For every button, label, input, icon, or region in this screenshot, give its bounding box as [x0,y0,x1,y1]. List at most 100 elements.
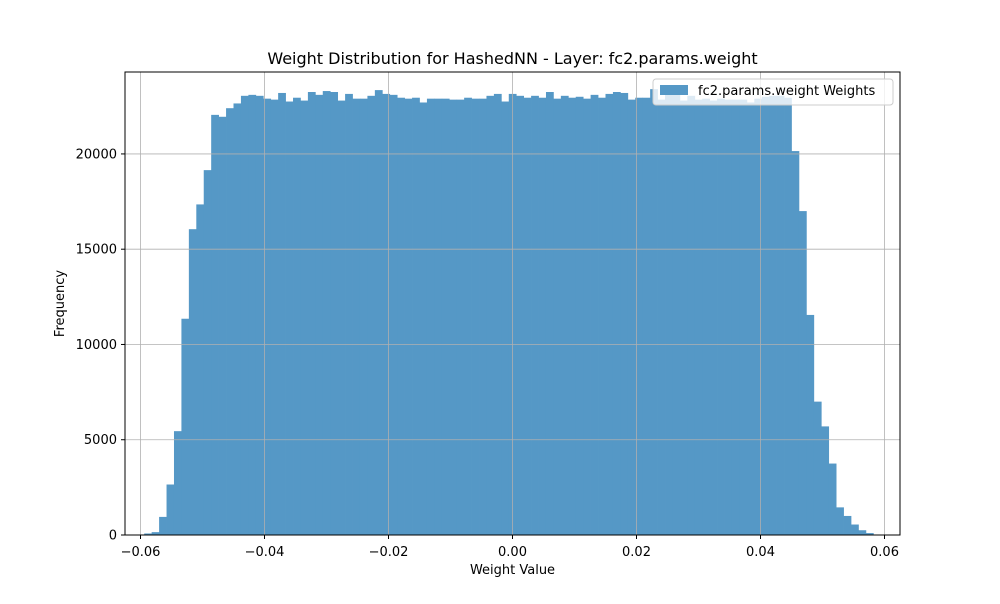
histogram-bar [665,88,673,535]
histogram-bar [203,170,212,535]
histogram-bar [412,97,420,535]
histogram-bar [226,108,234,535]
histogram-bar [404,98,413,536]
histogram-bar [791,151,800,535]
histogram-bar [709,100,718,535]
histogram-bar [583,98,591,536]
histogram-bar [218,116,227,535]
histogram-bar [724,99,733,535]
histogram-bar [612,92,621,535]
x-tick-label: −0.04 [245,545,285,560]
histogram-bar [352,98,361,536]
histogram-bar [233,103,242,535]
histogram-bar [456,99,465,535]
histogram-bar [441,98,450,536]
histogram-bar [285,101,294,535]
histogram-bar [315,94,324,536]
legend-swatch [660,85,688,95]
histogram-bar [419,102,428,536]
histogram-bar [211,114,219,536]
histogram-bar [657,99,666,535]
histogram-bar [382,93,391,535]
histogram-bar [761,96,770,536]
histogram-bar [620,92,629,536]
histogram-bar [263,98,272,536]
histogram-bar [627,99,636,535]
histogram-bar [553,98,562,536]
y-tick-label: 0 [109,529,117,544]
histogram-bar [367,95,376,535]
x-tick-label: −0.02 [369,545,409,560]
histogram-bar [144,533,153,535]
histogram-bar [196,204,205,536]
histogram-bar [798,211,807,535]
histogram-bar [307,92,316,535]
x-tick-label: 0.04 [746,545,775,560]
legend: fc2.params.weight Weights [652,78,894,106]
y-axis-label: Frequency [53,270,68,337]
y-tick-label: 10000 [76,338,117,353]
histogram-bar [865,533,874,535]
histogram-bar [330,92,339,535]
histogram-bar [151,532,160,535]
histogram-bar [769,95,777,535]
histogram-bar [479,98,487,536]
histogram-bar [240,95,249,535]
histogram-bar [345,93,353,535]
histogram-bar [501,101,510,535]
histogram-bar [300,100,309,535]
histogram-bar [568,97,577,535]
histogram-bar [679,100,688,535]
histogram-bar [270,99,279,535]
histogram-bar [397,97,405,535]
x-axis-label: Weight Value [470,563,555,578]
histogram-bar [159,516,167,535]
histogram-bar [486,95,495,535]
histogram-bar [858,530,867,535]
histogram-bar [851,524,859,535]
histogram-bar [322,91,331,536]
histogram-bar [560,95,569,535]
legend-label: fc2.params.weight Weights [698,84,875,99]
histogram-bar [702,98,711,536]
x-tick-label: −0.06 [121,545,161,560]
histogram-bar [731,99,740,535]
histogram-bar [843,515,852,535]
histogram-bar [359,98,368,536]
histogram-bar [538,97,547,535]
histogram-bar [642,97,651,535]
histogram-bar [181,318,190,535]
histogram-bar [531,95,539,535]
histogram-bar [687,95,696,535]
histogram-bar [650,89,658,536]
histogram-bar [590,94,599,536]
histogram-bar [464,97,472,535]
histogram-bar [523,97,532,535]
histogram-bar [605,93,614,535]
histogram-bar [598,97,606,535]
x-tick-label: 0.00 [498,545,527,560]
y-tick-label: 5000 [84,433,117,448]
legend-frame [652,78,894,106]
histogram-bar [173,431,182,535]
histogram-bar [471,98,480,536]
histogram-bar [248,94,257,536]
histogram-bar [739,99,748,535]
histogram-bar [635,97,644,535]
x-tick-label: 0.02 [622,545,651,560]
histogram-bar [293,97,301,535]
x-tick-label: 0.06 [870,545,899,560]
histogram-bar [694,99,703,535]
histogram-bar [754,98,763,536]
histogram-bar [717,98,725,536]
histogram-bar [813,401,822,535]
histogram-bar [836,507,844,535]
histogram-bar [449,99,458,535]
histogram-bar [337,100,346,535]
histogram-bar [434,98,443,536]
histogram-bar [784,97,792,535]
histogram-bar [806,314,815,535]
histogram-bar [746,102,755,536]
histogram-bar [672,91,681,536]
